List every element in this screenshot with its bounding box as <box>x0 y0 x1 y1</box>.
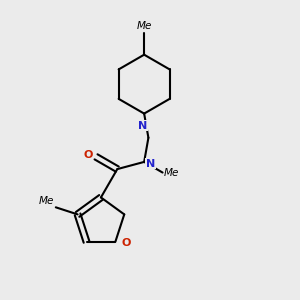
Text: N: N <box>146 158 155 169</box>
Text: Me: Me <box>136 21 152 31</box>
Text: O: O <box>121 238 130 248</box>
Text: N: N <box>138 121 147 131</box>
Text: O: O <box>83 150 93 160</box>
Text: Me: Me <box>39 196 54 206</box>
Text: Me: Me <box>164 167 180 178</box>
